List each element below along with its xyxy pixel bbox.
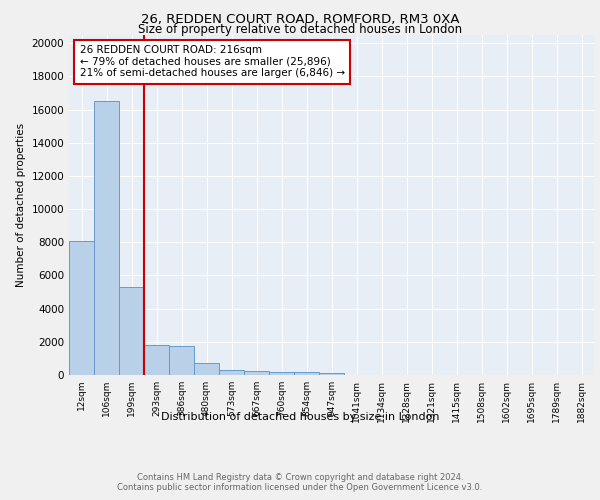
Text: Distribution of detached houses by size in London: Distribution of detached houses by size … [161, 412, 439, 422]
Bar [119, 287, 144, 375]
Bar [219, 370, 244, 375]
Bar [269, 372, 294, 375]
Bar [94, 102, 119, 375]
Text: 26 REDDEN COURT ROAD: 216sqm
← 79% of detached houses are smaller (25,896)
21% o: 26 REDDEN COURT ROAD: 216sqm ← 79% of de… [79, 45, 344, 78]
Bar [69, 240, 94, 375]
Text: 26, REDDEN COURT ROAD, ROMFORD, RM3 0XA: 26, REDDEN COURT ROAD, ROMFORD, RM3 0XA [141, 12, 459, 26]
Bar [194, 364, 219, 375]
Text: Contains HM Land Registry data © Crown copyright and database right 2024.
Contai: Contains HM Land Registry data © Crown c… [118, 472, 482, 492]
Y-axis label: Number of detached properties: Number of detached properties [16, 123, 26, 287]
Bar [319, 373, 344, 375]
Bar [144, 345, 169, 375]
Bar [294, 372, 319, 375]
Bar [244, 371, 269, 375]
Bar [169, 346, 194, 375]
Text: Size of property relative to detached houses in London: Size of property relative to detached ho… [138, 22, 462, 36]
